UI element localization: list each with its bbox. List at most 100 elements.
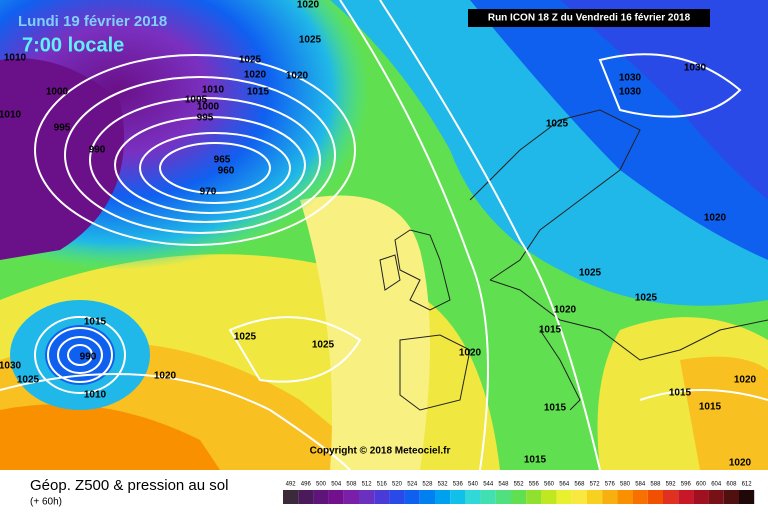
colorbar-cell bbox=[298, 490, 314, 504]
colorbar-cell bbox=[404, 490, 420, 504]
colorbar-label: 608 bbox=[726, 482, 737, 488]
colorbar-label: 524 bbox=[407, 482, 418, 488]
colorbar-label: 564 bbox=[559, 482, 570, 488]
colorbar-label: 604 bbox=[711, 482, 722, 488]
isobar-label: 1030 bbox=[0, 361, 22, 372]
colorbar-label: 596 bbox=[681, 482, 692, 488]
colorbar-cell bbox=[450, 490, 466, 504]
colorbar-cell bbox=[328, 490, 344, 504]
colorbar-cell bbox=[495, 490, 511, 504]
colorbar-label: 560 bbox=[544, 482, 555, 488]
isobar-label: 960 bbox=[218, 166, 235, 177]
isobar-label: 1020 bbox=[729, 458, 752, 469]
isobar-label: 1000 bbox=[46, 87, 69, 98]
colorbar-cell bbox=[511, 490, 527, 504]
isobar-label: 1030 bbox=[619, 73, 642, 84]
colorbar-label: 548 bbox=[498, 482, 509, 488]
colorbar-label: 492 bbox=[286, 482, 297, 488]
colorbar-cell bbox=[739, 490, 755, 504]
colorbar-cell bbox=[480, 490, 496, 504]
isobar-label: 1020 bbox=[154, 371, 177, 382]
colorbar-cell bbox=[435, 490, 451, 504]
colorbar-cell bbox=[617, 490, 633, 504]
colorbar-label: 512 bbox=[362, 482, 373, 488]
colorbar-label: 508 bbox=[346, 482, 357, 488]
colorbar-cell bbox=[693, 490, 709, 504]
isobar-label: 965 bbox=[214, 155, 231, 166]
colorbar-cell bbox=[541, 490, 557, 504]
colorbar-label: 532 bbox=[438, 482, 449, 488]
colorbar-label: 504 bbox=[331, 482, 342, 488]
colorbar-label: 592 bbox=[666, 482, 677, 488]
time-label: 7:00 locale bbox=[22, 34, 124, 56]
isobar-labels: 1010 1000 1010 995 990 1025 1020 1015 1020 1025 10… bbox=[0, 0, 757, 469]
colorbar-label: 516 bbox=[377, 482, 388, 488]
colorbar-label: 576 bbox=[605, 482, 616, 488]
colorbar-cell bbox=[556, 490, 572, 504]
colorbar: 492 496 500 504 508 512 516 520 524 528 532 536 540 5… bbox=[283, 482, 755, 504]
isobars bbox=[34, 0, 768, 471]
isobar-label: 1025 bbox=[635, 293, 658, 304]
colorbar-label: 584 bbox=[635, 482, 646, 488]
colorbar-cell bbox=[465, 490, 481, 504]
isobar-label: 1015 bbox=[524, 455, 547, 466]
colorbar-cell bbox=[283, 490, 299, 504]
colorbar-label: 612 bbox=[742, 482, 753, 488]
colorbar-cell bbox=[647, 490, 663, 504]
isobar-label: 1015 bbox=[84, 317, 107, 328]
copyright: Copyright © 2018 Meteociel.fr bbox=[310, 446, 451, 457]
colorbar-label: 496 bbox=[301, 482, 312, 488]
isobar-label: 1005 bbox=[185, 95, 208, 106]
isobar-label: 1015 bbox=[539, 325, 562, 336]
isobar-label: 1010 bbox=[0, 110, 22, 121]
isobar-label: 1025 bbox=[546, 119, 569, 130]
colorbar-cell bbox=[571, 490, 587, 504]
isobar-label: 1020 bbox=[734, 375, 757, 386]
isobar-label: 1010 bbox=[202, 85, 225, 96]
footer-title: Géop. Z500 & pression au sol bbox=[30, 477, 228, 494]
isobar-label: 1025 bbox=[312, 340, 335, 351]
colorbar-cell bbox=[602, 490, 618, 504]
colorbar-cell bbox=[343, 490, 359, 504]
footer-lead: (+ 60h) bbox=[30, 497, 62, 508]
isobar-label: 1020 bbox=[286, 71, 309, 82]
colorbar-cell bbox=[419, 490, 435, 504]
isobar-label: 1020 bbox=[459, 348, 482, 359]
colorbar-label: 552 bbox=[514, 482, 525, 488]
colorbar-cell bbox=[313, 490, 329, 504]
run-box bbox=[468, 9, 710, 27]
isobar-label: 1025 bbox=[299, 35, 322, 46]
colorbar-cell bbox=[359, 490, 375, 504]
colorbar-label: 588 bbox=[650, 482, 661, 488]
isobar-label: 1020 bbox=[244, 70, 267, 81]
isobar-label: 1015 bbox=[699, 402, 722, 413]
colorbar-label: 572 bbox=[590, 482, 601, 488]
colorbar-cell bbox=[632, 490, 648, 504]
isobar-label: 990 bbox=[89, 145, 106, 156]
isobar-label: 1010 bbox=[84, 390, 107, 401]
colorbar-cell bbox=[389, 490, 405, 504]
isobar-label: 1015 bbox=[669, 388, 692, 399]
isobar-label: 1025 bbox=[579, 268, 602, 279]
colorbar-label: 540 bbox=[468, 482, 479, 488]
isobar-label: 1030 bbox=[619, 87, 642, 98]
isobar-label: 1010 bbox=[4, 53, 27, 64]
isobar-label: 1015 bbox=[544, 403, 567, 414]
colorbar-cell bbox=[526, 490, 542, 504]
colorbar-label: 500 bbox=[316, 482, 327, 488]
colorbar-label: 536 bbox=[453, 482, 464, 488]
colorbar-label: 580 bbox=[620, 482, 631, 488]
isobar-label: 995 bbox=[197, 113, 214, 124]
isobar-label: 1020 bbox=[297, 0, 320, 11]
isobar-label: 1000 bbox=[197, 102, 220, 113]
isobar-label: 1015 bbox=[247, 87, 270, 98]
colorbar-cell bbox=[587, 490, 603, 504]
colorbar-label: 600 bbox=[696, 482, 707, 488]
isobar-label: 1025 bbox=[239, 55, 262, 66]
colorbar-label: 528 bbox=[422, 482, 433, 488]
isobar-label: 1025 bbox=[17, 375, 40, 386]
run-label: Run ICON 18 Z du Vendredi 16 février 201… bbox=[488, 13, 691, 24]
colorbar-label: 544 bbox=[483, 482, 494, 488]
isobar-label: 1020 bbox=[554, 305, 577, 316]
